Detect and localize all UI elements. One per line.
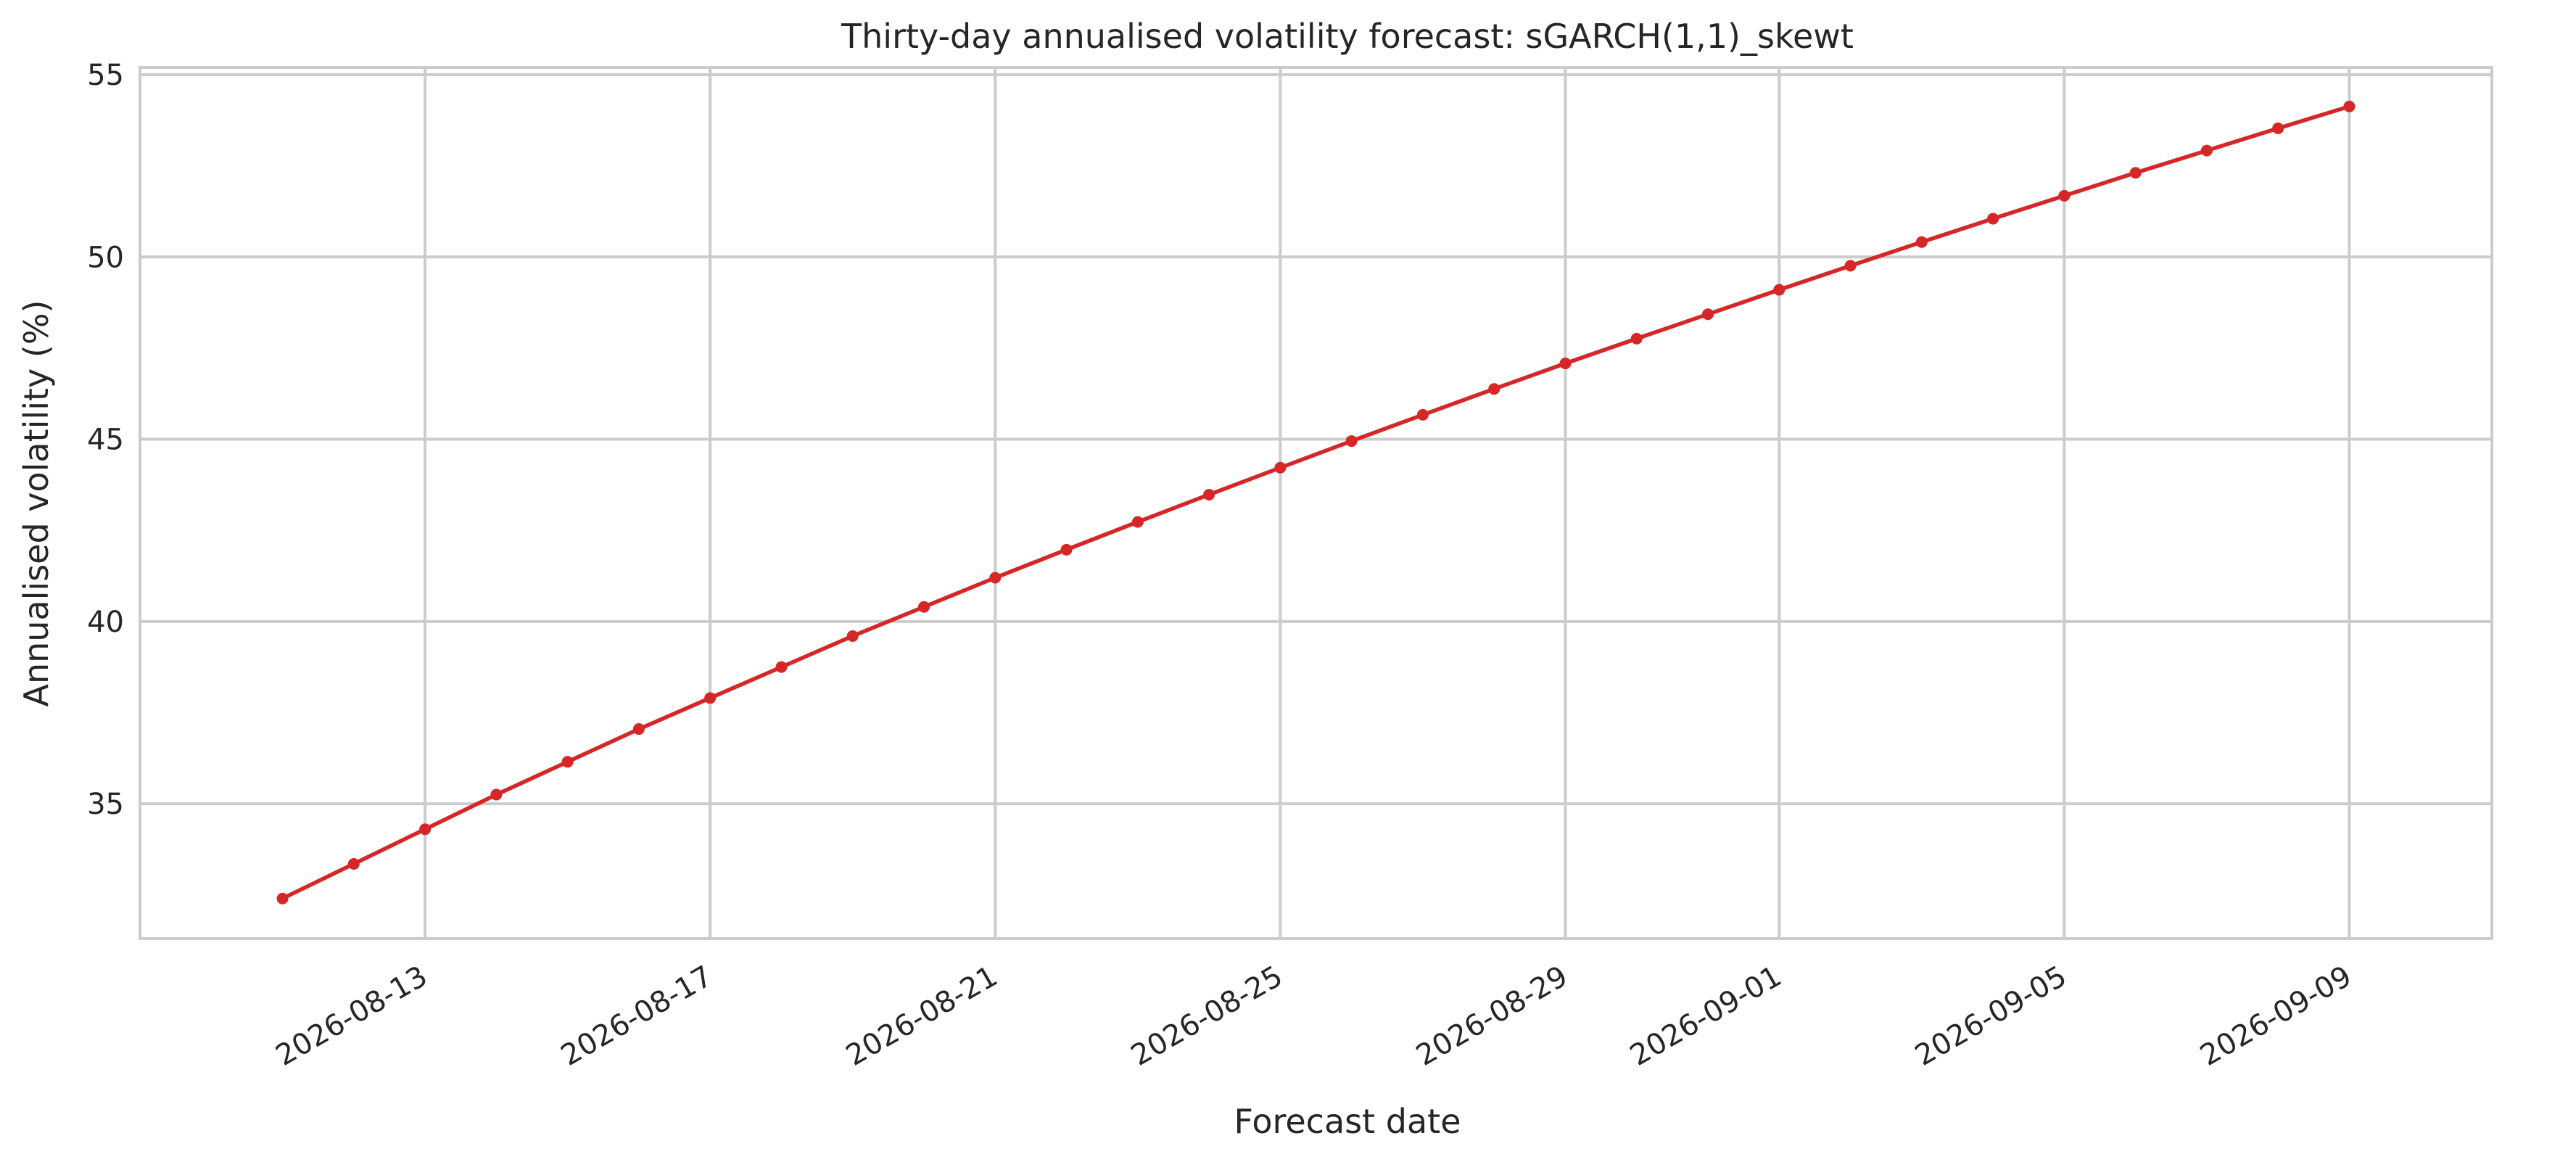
data-point [918, 601, 930, 613]
data-point [2200, 144, 2213, 157]
series-layer [276, 100, 2356, 905]
x-tick-label: 2026-09-01 [1625, 960, 1787, 1073]
y-tick-label: 45 [87, 424, 124, 457]
x-tick-label: 2026-09-05 [1910, 960, 2072, 1073]
y-axis-title: Annualised volatility (%) [17, 300, 56, 707]
data-point [1630, 332, 1643, 345]
x-tick-labels: 2026-08-13 2026-08-17 2026-08-21 2026-08-25… [271, 960, 2358, 1073]
y-tick-label: 35 [87, 788, 124, 821]
data-point [1702, 308, 1714, 321]
chart-title: Thirty-day annualised volatility forecas… [841, 17, 1854, 56]
data-point [347, 857, 360, 870]
data-point [1987, 213, 1999, 225]
data-point [1203, 488, 1215, 500]
y-gridlines [140, 73, 2492, 806]
data-point [704, 692, 717, 704]
data-point [1274, 461, 1287, 474]
y-tick-label: 50 [87, 241, 124, 274]
data-point [632, 723, 645, 735]
data-point [1345, 435, 1358, 448]
data-point [989, 572, 1002, 584]
data-point [1416, 408, 1429, 421]
data-point [1915, 236, 1928, 248]
x-tick-label: 2026-08-17 [556, 960, 718, 1073]
data-point [2058, 189, 2071, 202]
x-gridlines [424, 67, 2351, 939]
data-point [1060, 543, 1073, 556]
x-axis-title: Forecast date [1234, 1102, 1461, 1141]
data-point [1559, 358, 1572, 370]
data-point [775, 661, 788, 673]
data-point [2129, 167, 2142, 179]
x-tick-label: 2026-08-29 [1411, 960, 1573, 1073]
y-tick-label: 40 [87, 606, 124, 639]
data-point [1131, 516, 1144, 528]
x-tick-label: 2026-08-25 [1126, 960, 1288, 1073]
data-point [1773, 284, 1786, 296]
data-point [1488, 383, 1500, 395]
x-tick-label: 2026-08-21 [841, 960, 1003, 1073]
data-point [1844, 260, 1857, 272]
data-point [2343, 100, 2356, 112]
data-point [2272, 122, 2284, 134]
y-tick-labels: 35 40 45 50 55 [87, 59, 124, 821]
plot-frame [139, 66, 2493, 940]
y-tick-label: 55 [87, 59, 124, 92]
plot-background [140, 67, 2492, 939]
x-tick-label: 2026-08-13 [271, 960, 433, 1073]
x-tick-label: 2026-09-09 [2195, 960, 2357, 1073]
data-point [419, 823, 432, 836]
data-point [490, 788, 503, 801]
data-point [561, 756, 574, 768]
series-line [280, 104, 2352, 901]
data-point [276, 892, 289, 905]
data-point [846, 630, 859, 642]
